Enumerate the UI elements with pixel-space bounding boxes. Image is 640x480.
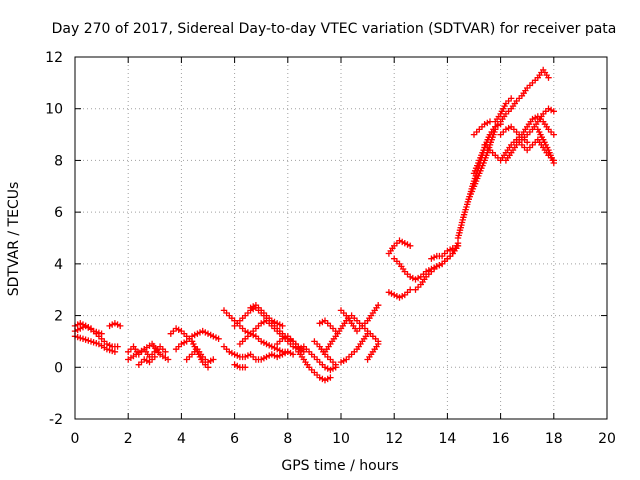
data-series-track-23 (316, 317, 339, 335)
chart-title: Day 270 of 2017, Sidereal Day-to-day VTE… (52, 21, 617, 37)
data-points (125, 340, 172, 363)
data-points (470, 118, 494, 138)
data-points (247, 302, 286, 330)
y-tick-label: 12 (45, 50, 63, 66)
data-series-track-15 (220, 343, 297, 363)
data-points (295, 348, 334, 384)
data-points (385, 286, 414, 301)
data-points (231, 361, 249, 371)
data-series-track-3 (71, 320, 105, 337)
x-tick-label: 8 (283, 431, 292, 447)
x-tick-label: 10 (332, 431, 350, 447)
grid-lines (75, 57, 607, 419)
x-tick-label: 4 (177, 431, 186, 447)
data-points (172, 327, 222, 353)
y-tick-label: 0 (54, 360, 63, 376)
data-points (274, 333, 307, 353)
data-points (454, 126, 499, 242)
data-series-track-9 (172, 327, 222, 353)
y-axis-label: SDTVAR / TECUs (6, 182, 22, 297)
data-series-track-7 (135, 353, 158, 368)
data-series-track-17 (231, 361, 249, 371)
x-tick-label: 14 (438, 431, 456, 447)
data-points (71, 333, 119, 355)
data-points (188, 338, 212, 371)
data-series-track-16 (247, 302, 286, 330)
data-series-track-19 (295, 348, 334, 384)
plot-area (71, 66, 557, 384)
plot-frame (74, 56, 608, 420)
data-points (428, 245, 456, 262)
y-tick-label: 8 (54, 153, 63, 169)
x-tick-label: 2 (124, 431, 133, 447)
data-series-track-26 (364, 340, 382, 363)
data-series-track-6 (125, 340, 172, 363)
data-series-track-24 (337, 302, 382, 335)
data-series-track-29 (385, 286, 414, 301)
data-series-track-40 (497, 123, 531, 146)
data-points (364, 340, 382, 363)
x-tick-label: 18 (545, 431, 563, 447)
data-points (492, 95, 515, 125)
x-tick-label: 20 (598, 431, 616, 447)
x-tick-label: 6 (230, 431, 239, 447)
data-series-track-25 (337, 330, 371, 366)
data-series-track-27 (385, 237, 414, 257)
data-series-track-34 (470, 118, 494, 138)
data-series-track-18 (274, 333, 307, 353)
data-points (385, 237, 414, 257)
data-points (300, 343, 339, 374)
x-tick-label: 16 (492, 431, 510, 447)
data-points (470, 66, 552, 177)
axis-ticks: 0 2 4 6 8 10 12 14 16 18 20 -2 0 2 4 6 8 10 12 (45, 50, 616, 447)
data-series-track-2 (71, 333, 119, 355)
data-points (71, 320, 105, 337)
y-tick-label: 6 (54, 205, 63, 221)
data-points (135, 353, 158, 368)
data-series-track-41 (492, 95, 515, 125)
data-points (220, 343, 297, 363)
data-points (497, 123, 531, 146)
data-points (337, 330, 371, 366)
data-points (316, 317, 339, 335)
data-series-track-11 (188, 338, 212, 371)
data-series-track-39 (534, 126, 557, 167)
x-tick-label: 12 (385, 431, 403, 447)
data-series-track-4 (106, 320, 124, 330)
data-series-track-35 (470, 66, 552, 177)
x-tick-label: 0 (71, 431, 80, 447)
data-points (337, 302, 382, 335)
y-tick-label: 4 (54, 257, 63, 273)
data-series-track-31 (428, 245, 456, 262)
data-series-track-32 (454, 126, 499, 242)
y-tick-label: -2 (49, 412, 63, 428)
y-tick-label: 10 (45, 102, 63, 118)
x-axis-label: GPS time / hours (281, 458, 398, 474)
data-points (534, 126, 557, 167)
data-series-track-20 (300, 343, 339, 374)
data-points (106, 320, 124, 330)
y-tick-label: 2 (54, 309, 63, 325)
